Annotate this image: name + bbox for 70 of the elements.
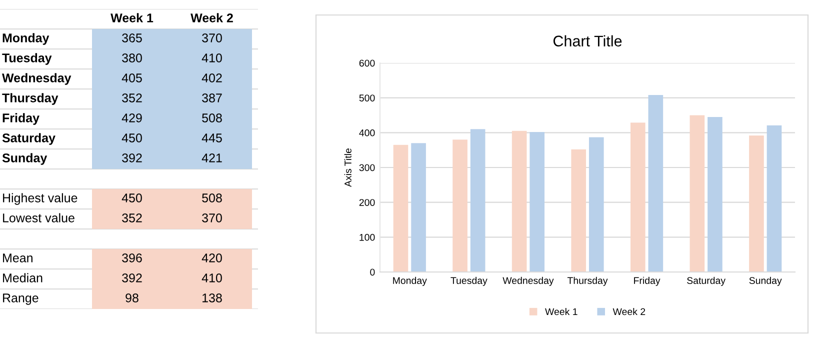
text: 98 [126, 294, 138, 302]
y-axis-title: Axis Title [344, 148, 352, 187]
text: 352 [122, 94, 142, 102]
bar [690, 115, 705, 272]
category-label: Range [3, 294, 38, 305]
text: 387 [202, 94, 222, 102]
x-tick-label: Sunday [749, 276, 782, 286]
x-tick-label: Friday [634, 276, 660, 286]
text: 429 [122, 114, 142, 122]
bar [630, 122, 646, 272]
x-tick-label: Saturday [687, 276, 726, 286]
bar [512, 130, 527, 272]
text: 138 [202, 294, 222, 302]
bar [588, 137, 604, 272]
bar [708, 116, 722, 272]
category-label: Mean [3, 254, 32, 262]
category-label: Median [3, 273, 42, 282]
category-label: Saturday [2, 133, 56, 145]
y-tick-label: 400 [359, 129, 375, 136]
y-tick-label: 500 [359, 94, 375, 102]
text: 380 [122, 54, 142, 62]
text: 420 [202, 254, 222, 262]
chart-title: Chart Title [553, 35, 622, 46]
y-tick-label: 100 [360, 234, 375, 241]
x-tick-label: Thursday [567, 276, 608, 286]
x-tick-label: Tuesday [450, 276, 488, 286]
text: 445 [202, 134, 222, 142]
bar [648, 95, 664, 272]
bar [393, 144, 408, 272]
text: 421 [202, 154, 222, 162]
category-label: Week 2 [190, 13, 233, 22]
bar [766, 125, 782, 272]
y-tick-label: 0 [370, 268, 375, 276]
x-tick-label: Wednesday [502, 276, 554, 286]
text: 352 [122, 214, 142, 222]
text: 365 [122, 34, 142, 42]
bar [411, 143, 426, 272]
text: 402 [202, 74, 222, 82]
y-tick-label: 600 [359, 60, 375, 67]
category-label: Week 1 [110, 13, 154, 22]
bar [749, 135, 764, 272]
category-label: Wednesday [2, 73, 72, 85]
category-label: Lowest value [3, 213, 74, 222]
y-tick-label: 200 [359, 199, 375, 206]
text: 370 [202, 214, 222, 222]
bar [452, 140, 468, 272]
category-label: Monday [2, 33, 50, 45]
legend-label: Week 1 [545, 308, 578, 316]
text: 410 [202, 54, 222, 62]
text: 450 [122, 194, 142, 202]
category-label: Tuesday [2, 53, 52, 65]
text: 508 [202, 114, 222, 122]
category-label: Friday [2, 113, 40, 125]
text: 508 [202, 194, 222, 202]
category-label: Thursday [2, 93, 58, 105]
bar [571, 149, 586, 272]
bar [530, 132, 545, 272]
category-label: Sunday [2, 153, 48, 165]
text: 405 [122, 74, 142, 82]
text: 396 [122, 254, 142, 262]
text: 450 [122, 134, 142, 142]
text: 370 [202, 34, 222, 42]
text: 410 [202, 274, 222, 282]
x-tick-label: Monday [393, 276, 427, 286]
y-tick-label: 300 [359, 164, 375, 172]
bar [470, 129, 486, 272]
text: 392 [122, 274, 142, 282]
text: 392 [122, 154, 142, 162]
category-label: Highest value [3, 193, 78, 205]
legend-label: Week 2 [612, 308, 646, 316]
